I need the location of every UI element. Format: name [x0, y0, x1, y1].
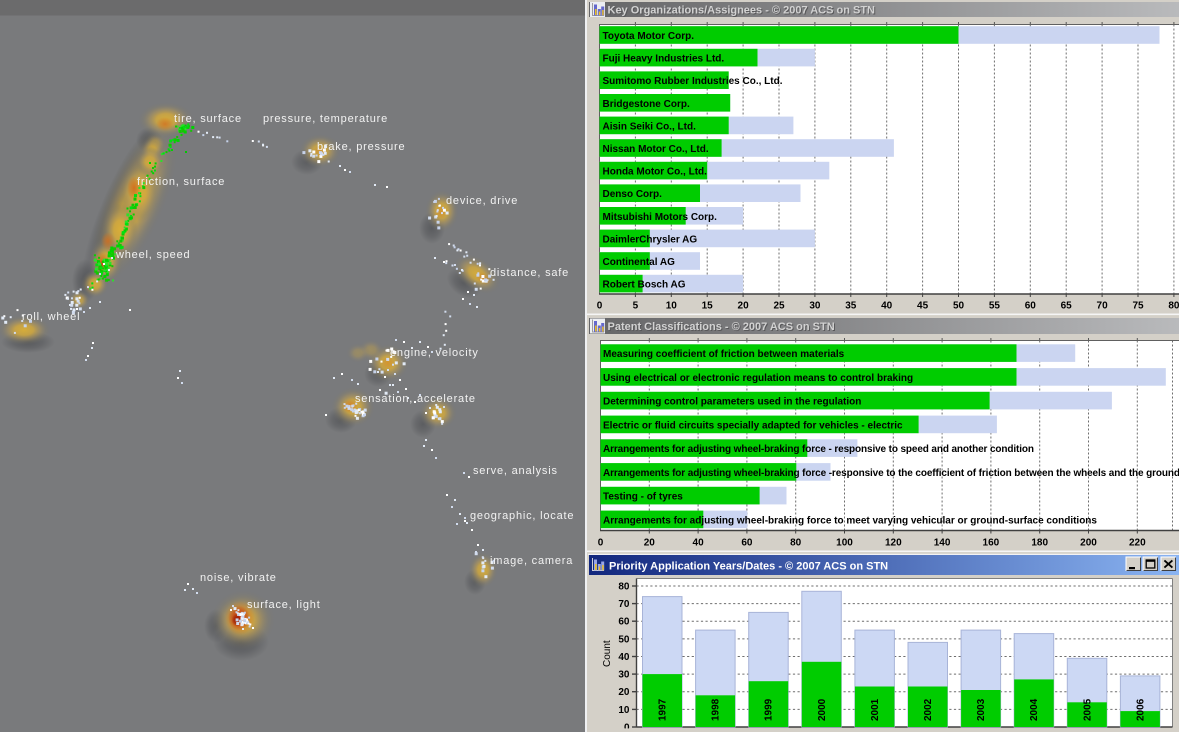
svg-text:Arrangements for adjusting whe: Arrangements for adjusting wheel-braking… [603, 515, 1097, 526]
svg-text:50: 50 [953, 301, 965, 312]
svg-text:Testing - of tyres: Testing - of tyres [603, 492, 683, 503]
svg-text:1999: 1999 [764, 698, 775, 721]
svg-text:surface, light: surface, light [247, 599, 321, 611]
svg-text:80: 80 [790, 538, 802, 549]
svg-text:0: 0 [597, 301, 603, 312]
svg-text:Mitsubishi Motors Corp.: Mitsubishi Motors Corp. [603, 212, 718, 223]
svg-text:Determining control parameters: Determining control parameters used in t… [603, 397, 861, 408]
svg-text:Fuji Heavy Industries Ltd.: Fuji Heavy Industries Ltd. [603, 54, 725, 65]
svg-text:160: 160 [983, 538, 1000, 549]
svg-text:30: 30 [809, 301, 821, 312]
svg-text:Arrangements for adjusting whe: Arrangements for adjusting wheel-braking… [603, 468, 1179, 479]
svg-text:Patent Classifications - © 200: Patent Classifications - © 2007 ACS on S… [608, 321, 835, 333]
svg-text:distance, safe: distance, safe [490, 267, 569, 279]
svg-text:DaimlerChrysler AG: DaimlerChrysler AG [603, 234, 698, 245]
svg-text:Count: Count [602, 640, 613, 667]
svg-text:40: 40 [693, 538, 705, 549]
svg-text:roll, wheel: roll, wheel [22, 311, 80, 323]
svg-text:engine, velocity: engine, velocity [390, 347, 479, 359]
svg-text:40: 40 [881, 301, 893, 312]
svg-text:20: 20 [738, 301, 750, 312]
svg-text:35: 35 [845, 301, 857, 312]
svg-text:10: 10 [618, 705, 630, 716]
svg-text:device, drive: device, drive [446, 195, 518, 207]
svg-text:40: 40 [618, 652, 630, 663]
svg-text:Aisin Seiki Co., Ltd.: Aisin Seiki Co., Ltd. [603, 121, 697, 132]
svg-text:Sumitomo Rubber Industries Co.: Sumitomo Rubber Industries Co., Ltd. [603, 76, 783, 87]
svg-text:brake, pressure: brake, pressure [317, 141, 405, 153]
svg-text:2004: 2004 [1029, 698, 1040, 721]
svg-text:80: 80 [618, 582, 630, 593]
svg-text:60: 60 [741, 538, 753, 549]
svg-text:30: 30 [618, 670, 630, 681]
svg-text:70: 70 [618, 599, 630, 610]
svg-text:pressure, temperature: pressure, temperature [263, 113, 388, 125]
svg-text:120: 120 [885, 538, 902, 549]
svg-text:60: 60 [1025, 301, 1037, 312]
svg-text:Denso Corp.: Denso Corp. [603, 189, 663, 200]
svg-text:wheel, speed: wheel, speed [115, 249, 190, 261]
svg-text:serve, analysis: serve, analysis [473, 465, 558, 477]
svg-text:Honda Motor Co., Ltd.: Honda Motor Co., Ltd. [603, 167, 708, 178]
svg-text:20: 20 [618, 687, 630, 698]
svg-text:140: 140 [934, 538, 951, 549]
svg-text:Toyota Motor Corp.: Toyota Motor Corp. [603, 31, 695, 42]
svg-text:2000: 2000 [817, 698, 828, 721]
svg-text:Robert Bosch AG: Robert Bosch AG [603, 280, 686, 291]
svg-text:Continental AG: Continental AG [603, 257, 676, 268]
svg-text:75: 75 [1132, 301, 1144, 312]
svg-text:Electric or fluid circuits spe: Electric or fluid circuits specially ada… [603, 420, 903, 431]
svg-text:220: 220 [1129, 538, 1146, 549]
svg-text:2006: 2006 [1135, 698, 1146, 721]
svg-text:80: 80 [1168, 301, 1179, 312]
svg-text:2001: 2001 [870, 698, 881, 721]
svg-text:10: 10 [666, 301, 678, 312]
svg-text:65: 65 [1061, 301, 1073, 312]
svg-text:Patent Classifications - © 200: Patent Classifications - © 2007 ACS on S… [609, 322, 836, 334]
svg-text:2002: 2002 [923, 698, 934, 721]
svg-text:noise, vibrate: noise, vibrate [200, 572, 277, 584]
svg-text:geographic, locate: geographic, locate [470, 510, 574, 522]
svg-text:Arrangements for adjusting whe: Arrangements for adjusting wheel-braking… [603, 444, 1034, 455]
svg-text:2005: 2005 [1082, 698, 1093, 721]
svg-text:50: 50 [618, 634, 630, 645]
svg-text:100: 100 [836, 538, 853, 549]
svg-text:Nissan Motor Co., Ltd.: Nissan Motor Co., Ltd. [603, 144, 709, 155]
svg-text:1998: 1998 [711, 698, 722, 721]
svg-text:70: 70 [1097, 301, 1109, 312]
svg-text:Measuring coefficient of frict: Measuring coefficient of friction betwee… [603, 349, 845, 360]
svg-text:Key Organizations/Assignees -: Key Organizations/Assignees - © 2007 ACS… [609, 6, 877, 18]
svg-text:45: 45 [917, 301, 929, 312]
svg-text:25: 25 [773, 301, 785, 312]
svg-text:15: 15 [702, 301, 714, 312]
svg-text:0: 0 [598, 538, 604, 549]
svg-text:Priority Application Years/Dat: Priority Application Years/Dates - © 200… [609, 561, 888, 573]
svg-text:Key Organizations/Assignees -: Key Organizations/Assignees - © 2007 ACS… [608, 5, 876, 17]
svg-text:image, camera: image, camera [490, 555, 573, 567]
svg-text:180: 180 [1031, 538, 1048, 549]
svg-text:0: 0 [624, 723, 630, 732]
svg-text:friction, surface: friction, surface [137, 176, 225, 188]
svg-text:200: 200 [1080, 538, 1097, 549]
svg-text:20: 20 [644, 538, 656, 549]
svg-text:55: 55 [989, 301, 1001, 312]
svg-text:tire, surface: tire, surface [174, 113, 242, 125]
svg-text:Using electrical or electronic: Using electrical or electronic regulatio… [603, 373, 913, 384]
svg-text:1997: 1997 [658, 698, 669, 721]
svg-text:sensation, accelerate: sensation, accelerate [355, 393, 476, 405]
svg-text:2003: 2003 [976, 698, 987, 721]
svg-text:5: 5 [633, 301, 639, 312]
svg-text:Bridgestone Corp.: Bridgestone Corp. [603, 99, 690, 110]
svg-text:60: 60 [618, 617, 630, 628]
